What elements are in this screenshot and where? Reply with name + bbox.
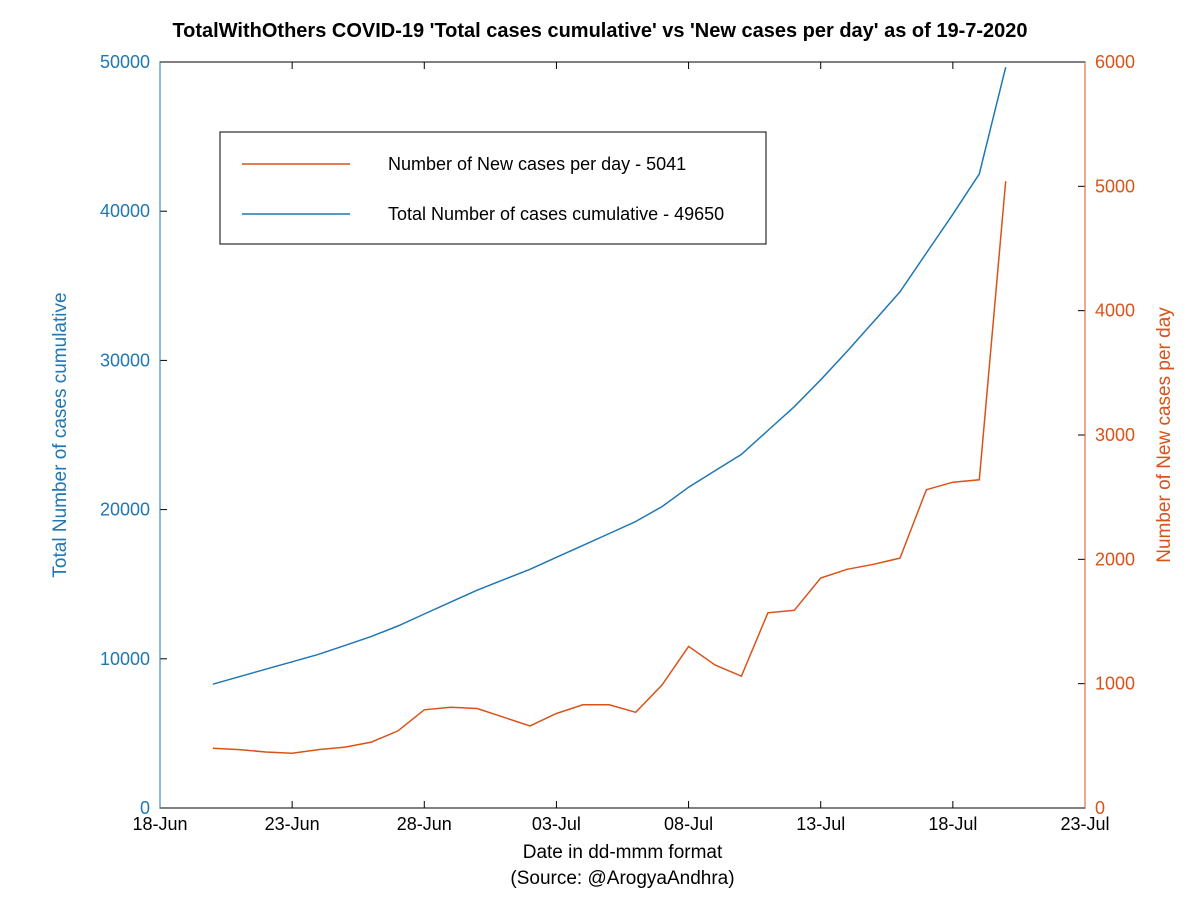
y-right-tick-label: 5000	[1095, 176, 1135, 196]
series-line-new_cases_per_day	[213, 181, 1006, 753]
y-right-tick-label: 2000	[1095, 549, 1135, 569]
y-right-tick-label: 6000	[1095, 52, 1135, 72]
x-tick-label: 13-Jul	[796, 814, 845, 834]
y-right-tick-label: 0	[1095, 798, 1105, 818]
x-tick-label: 18-Jul	[928, 814, 977, 834]
x-tick-label: 28-Jun	[397, 814, 452, 834]
y-left-tick-label: 0	[140, 798, 150, 818]
x-axis-label: Date in dd-mmm format	[523, 842, 723, 863]
y-right-tick-label: 1000	[1095, 674, 1135, 694]
y-left-tick-label: 10000	[100, 649, 150, 669]
x-axis-sublabel: (Source: @ArogyaAndhra)	[510, 868, 734, 889]
y-left-tick-label: 50000	[100, 52, 150, 72]
y-right-tick-label: 3000	[1095, 425, 1135, 445]
y-left-tick-label: 30000	[100, 350, 150, 370]
x-tick-label: 08-Jul	[664, 814, 713, 834]
y-left-tick-label: 20000	[100, 500, 150, 520]
x-tick-label: 03-Jul	[532, 814, 581, 834]
chart-canvas: 18-Jun23-Jun28-Jun03-Jul08-Jul13-Jul18-J…	[0, 0, 1200, 900]
y-right-axis-label: Number of New cases per day	[1154, 307, 1175, 563]
y-left-axis-label: Total Number of cases cumulative	[50, 292, 71, 577]
y-left-tick-label: 40000	[100, 201, 150, 221]
legend	[220, 132, 766, 244]
legend-label: Total Number of cases cumulative - 49650	[388, 204, 724, 224]
legend-label: Number of New cases per day - 5041	[388, 154, 686, 174]
x-tick-label: 23-Jun	[265, 814, 320, 834]
y-right-tick-label: 4000	[1095, 301, 1135, 321]
